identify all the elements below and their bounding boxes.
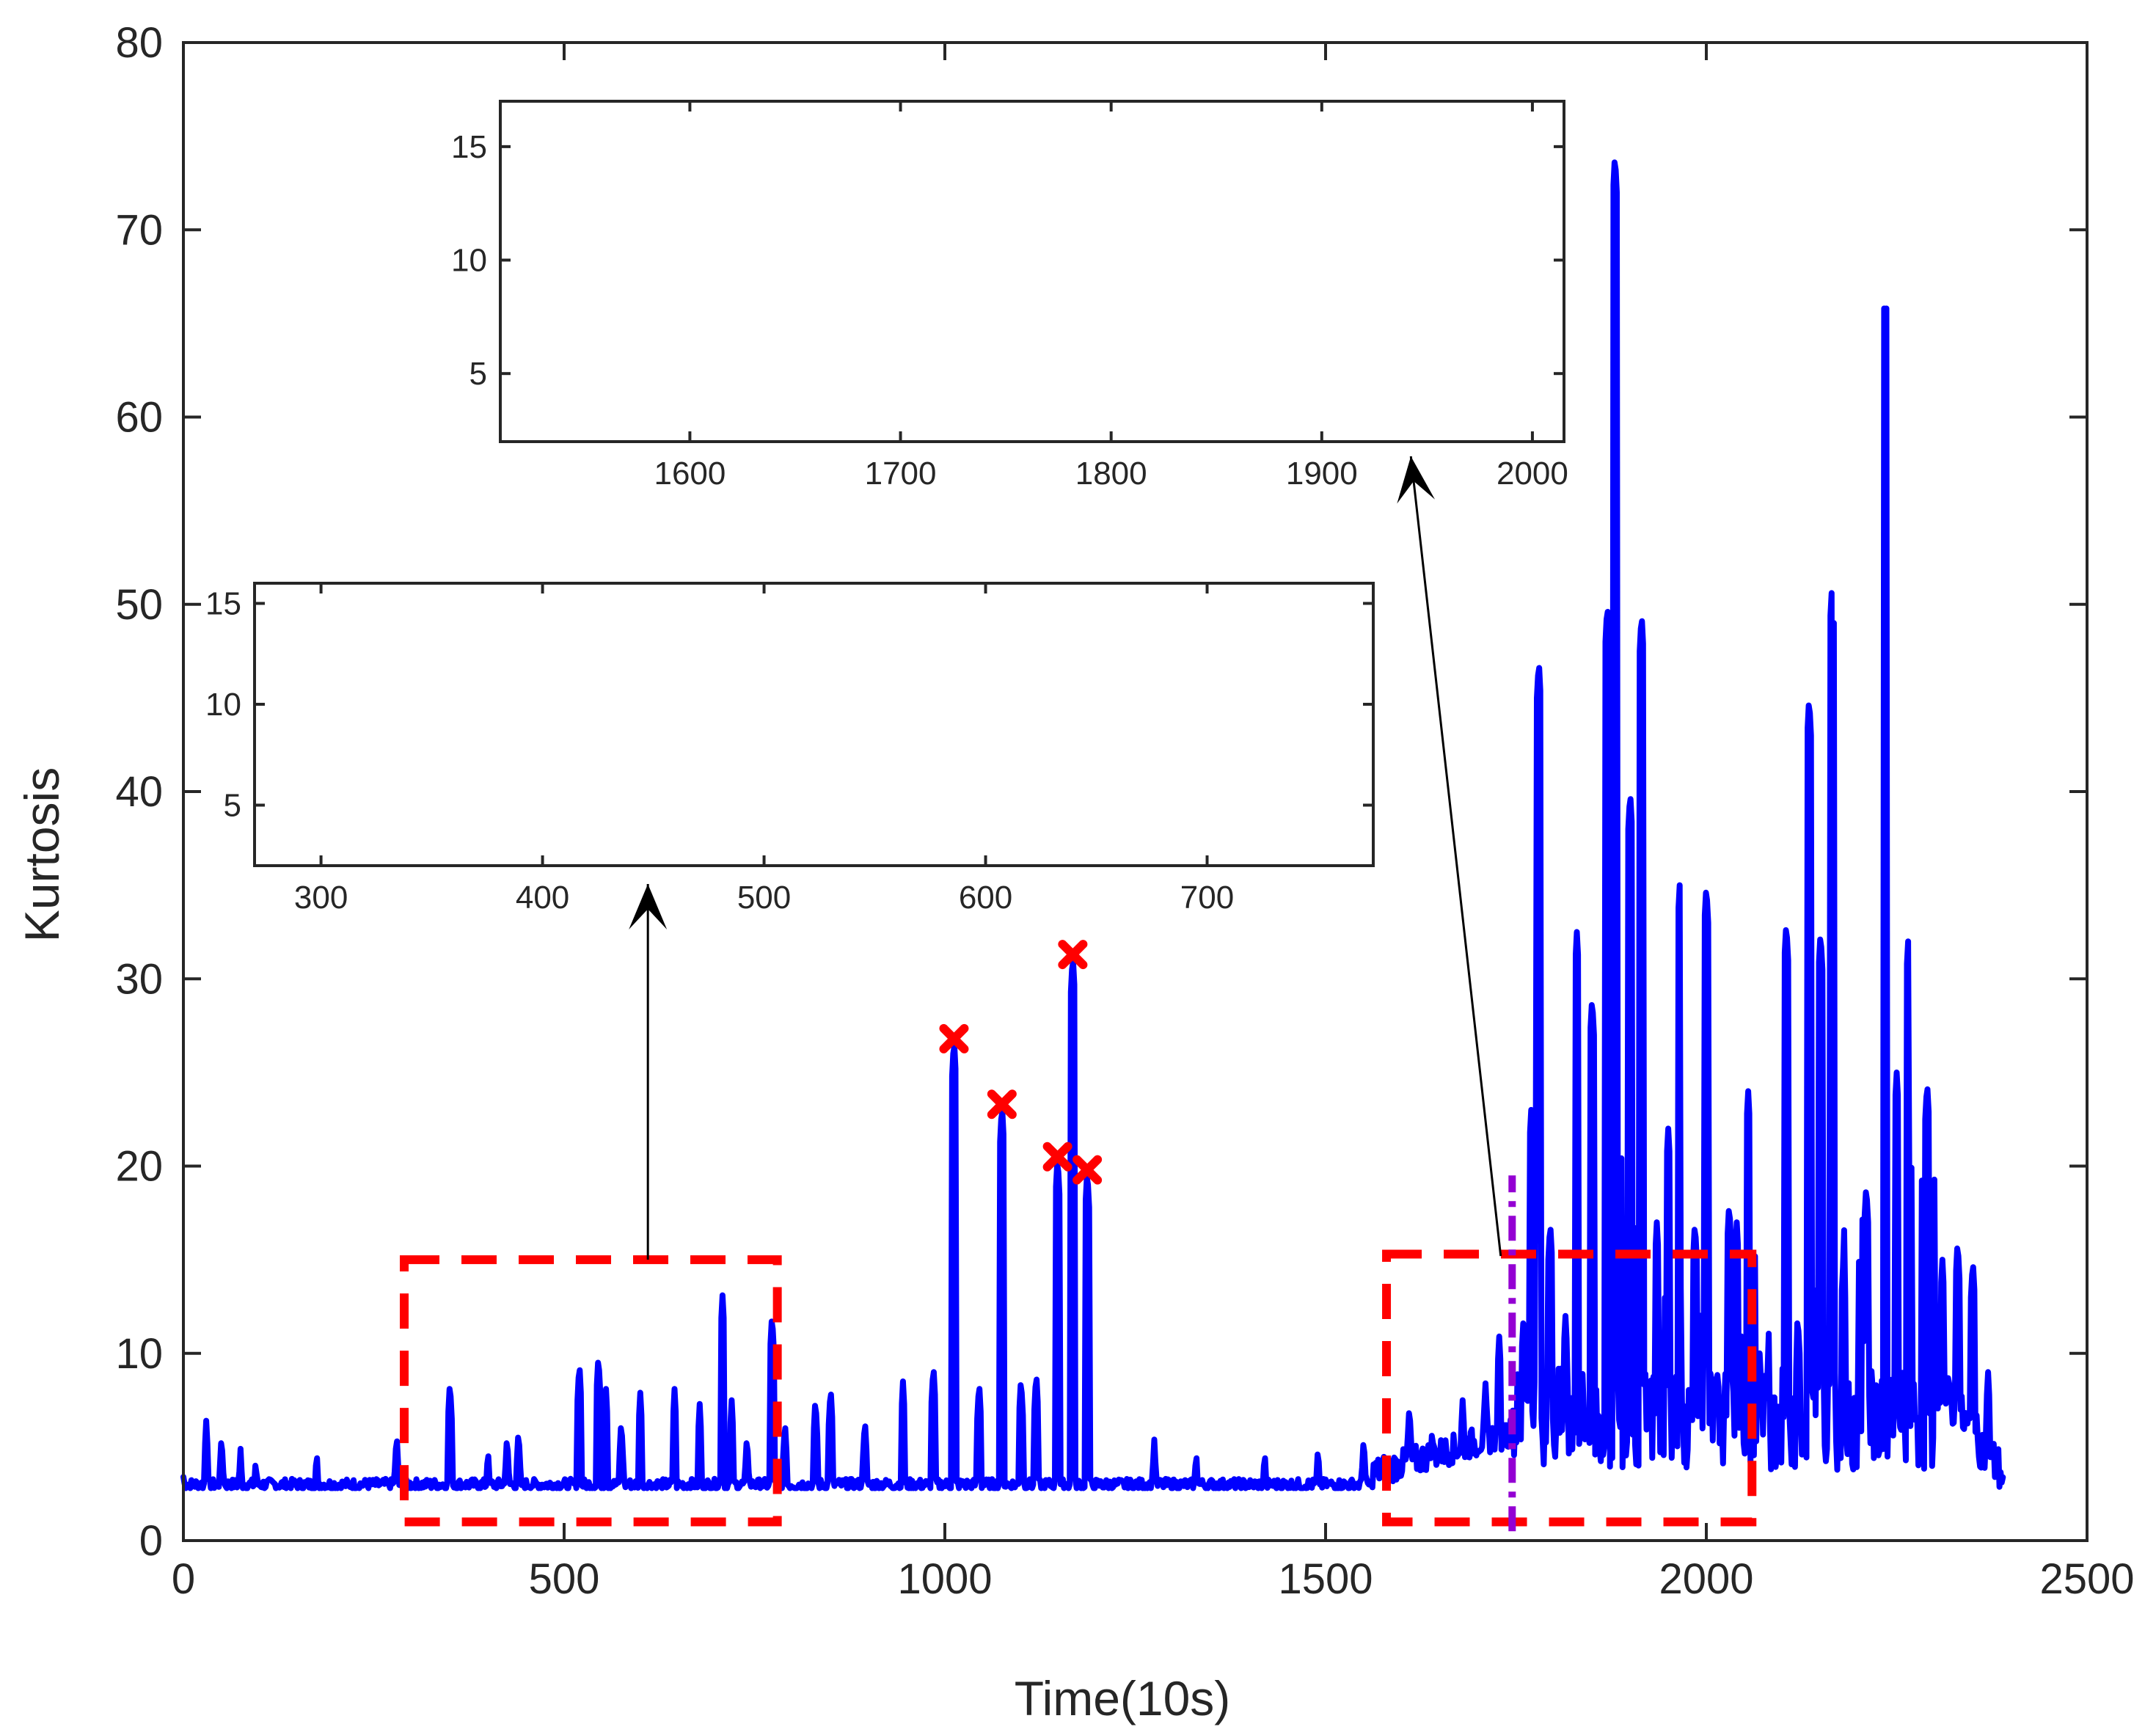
x-tick-label: 1500 (1278, 1555, 1373, 1603)
inset-x-tick-label: 400 (516, 880, 569, 916)
peak-marker-stroke-b (987, 1089, 1017, 1119)
inset-y-tick-label: 15 (205, 586, 241, 622)
inset-frame (499, 100, 1565, 443)
y-tick-label: 20 (115, 1143, 163, 1191)
x-tick-label: 2000 (1659, 1555, 1753, 1603)
inset-top: 1600 1700 1800 1900 2000 5 10 15 (451, 100, 1568, 492)
zoom-box-2 (1382, 1249, 1757, 1527)
y-tick-label: 50 (115, 581, 163, 629)
peak-marker (1072, 1155, 1103, 1185)
y-axis-label: Kurtosis (15, 767, 69, 942)
inset-y-tick-label: 5 (224, 788, 241, 824)
inset-frame (253, 582, 1375, 867)
peak-marker-stroke-b (1058, 940, 1088, 970)
peak-marker (1058, 940, 1088, 970)
y-tick-label: 40 (115, 768, 163, 816)
inset-y-tick-label: 10 (451, 243, 487, 279)
inset-x-tick-label: 1600 (654, 456, 726, 492)
peak-marker (1042, 1142, 1072, 1172)
inset-x-tick-label: 500 (737, 880, 791, 916)
arrow-to-top-inset-shaft (1409, 456, 1502, 1257)
y-tick-label: 30 (115, 955, 163, 1003)
inset-x-tick-label: 300 (294, 880, 348, 916)
inset-x-tick-label: 1700 (865, 456, 937, 492)
main-plot: 0 500 1000 1500 2000 2500 0 10 20 30 40 50 60 70 80 (115, 19, 2134, 1603)
inset-y-tick-label: 10 (205, 687, 241, 723)
y-tick-label: 60 (115, 394, 163, 442)
inset-x-tick-label: 600 (959, 880, 1012, 916)
arrow-to-top-inset-head (1397, 456, 1436, 504)
x-tick-label: 500 (529, 1555, 600, 1603)
peak-marker-stroke-b (939, 1023, 969, 1053)
inset-x-tick-label: 2000 (1497, 456, 1568, 492)
inset-middle: 300 400 500 600 700 5 10 15 (205, 582, 1375, 916)
zoom-box-1 (400, 1255, 782, 1527)
x-tick-label: 2500 (2039, 1555, 2134, 1603)
x-tick-label: 1000 (897, 1555, 992, 1603)
inset-x-tick-label: 700 (1180, 880, 1234, 916)
y-tick-label: 80 (115, 19, 163, 67)
inset-y-tick-label: 5 (469, 356, 487, 392)
inset-x-tick-label: 1900 (1286, 456, 1358, 492)
x-tick-label: 0 (172, 1555, 195, 1603)
inset-x-tick-label: 1800 (1075, 456, 1147, 492)
x-axis-label: Time(10s) (1015, 1671, 1231, 1725)
peak-marker (939, 1023, 969, 1053)
arrow-to-top-inset (1397, 456, 1502, 1257)
arrow-to-middle-inset-head (629, 884, 668, 929)
y-tick-label: 70 (115, 206, 163, 254)
peak-marker-stroke-b (1072, 1155, 1103, 1185)
inset-y-tick-label: 15 (451, 129, 487, 165)
arrow-to-middle-inset (629, 884, 668, 1260)
y-tick-label: 10 (115, 1330, 163, 1378)
peak-marker-stroke-b (1042, 1142, 1072, 1172)
peak-marker (987, 1089, 1017, 1119)
y-tick-label: 0 (139, 1517, 163, 1565)
series-line-kurtosis (180, 159, 2006, 1491)
